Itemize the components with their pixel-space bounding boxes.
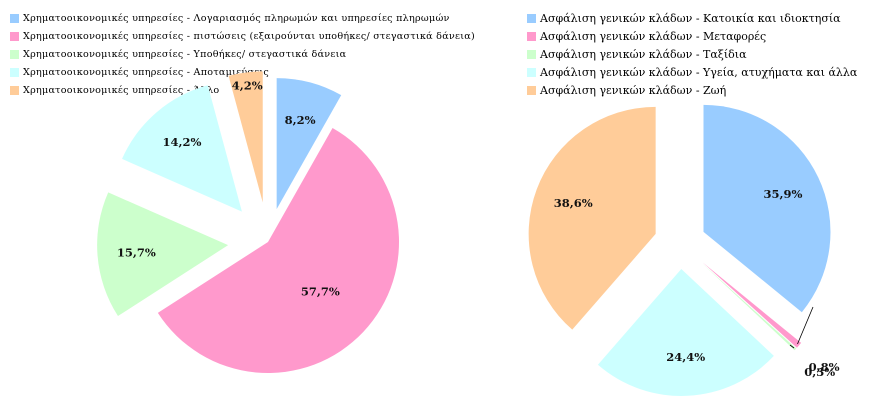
legend-label: Ασφάλιση γενικών κλάδων - Ζωή bbox=[540, 83, 727, 97]
legend-item: Χρηματοοικονομικές υπηρεσίες - Λογαριασμ… bbox=[10, 9, 475, 27]
legend-swatch bbox=[527, 31, 536, 41]
legend-label: Ασφάλιση γενικών κλάδων - Ταξίδια bbox=[540, 47, 747, 61]
legend-label: Χρηματοοικονομικές υπηρεσίες - Άλλο bbox=[23, 84, 220, 96]
legend-label: Χρηματοοικονομικές υπηρεσίες - πιστώσεις… bbox=[23, 30, 475, 42]
legend-item: Ασφάλιση γενικών κλάδων - Ζωή bbox=[527, 81, 857, 99]
pie-slice bbox=[276, 78, 342, 210]
legend-swatch bbox=[527, 85, 536, 95]
pie-slice bbox=[597, 268, 774, 396]
pie-chart-financial-services: 8,2% 57,7% 15,7% 14,2% 4,2% bbox=[97, 71, 400, 374]
legend-general-insurance: Ασφάλιση γενικών κλάδων - Κατοικία και ι… bbox=[527, 9, 857, 99]
legend-item: Ασφάλιση γενικών κλάδων - Ταξίδια bbox=[527, 45, 857, 63]
legend-label: Χρηματοοικονομικές υπηρεσίες - Λογαριασμ… bbox=[23, 12, 450, 24]
legend-label: Ασφάλιση γενικών κλάδων - Κατοικία και ι… bbox=[540, 11, 841, 25]
data-label: 24,4% bbox=[666, 350, 705, 364]
legend-item: Χρηματοοικονομικές υπηρεσίες - Άλλο bbox=[10, 81, 475, 99]
pie-chart-general-insurance: 35,9% 0,8%0,3% 24,4% 38,6% bbox=[528, 104, 840, 396]
legend-label: Χρηματοοικονομικές υπηρεσίες - Υποθήκες/… bbox=[23, 48, 347, 60]
legend-item: Ασφάλιση γενικών κλάδων - Υγεία, ατυχήμα… bbox=[527, 63, 857, 81]
pie-slice bbox=[702, 263, 797, 351]
legend-swatch bbox=[10, 67, 19, 77]
legend-swatch bbox=[10, 31, 19, 41]
data-label: 38,6% bbox=[554, 196, 593, 210]
legend-item: Χρηματοοικονομικές υπηρεσίες - Υποθήκες/… bbox=[10, 45, 475, 63]
legend-financial-services: Χρηματοοικονομικές υπηρεσίες - Λογαριασμ… bbox=[10, 9, 475, 99]
legend-swatch bbox=[527, 49, 536, 59]
data-label: 8,2% bbox=[285, 113, 316, 127]
pie-slice bbox=[157, 128, 400, 374]
legend-label: Ασφάλιση γενικών κλάδων - Μεταφορές bbox=[540, 29, 767, 43]
pie-slice bbox=[122, 85, 242, 212]
pie-slice bbox=[528, 106, 656, 330]
legend-swatch bbox=[10, 49, 19, 59]
leader-line bbox=[789, 344, 795, 349]
data-label: 15,7% bbox=[117, 245, 156, 259]
pie-slice bbox=[97, 192, 229, 317]
pie-slice bbox=[228, 71, 263, 203]
legend-swatch bbox=[527, 13, 536, 23]
data-label: 4,2% bbox=[232, 78, 263, 92]
legend-item: Χρηματοοικονομικές υπηρεσίες - Αποταμιεύ… bbox=[10, 63, 475, 81]
legend-swatch bbox=[10, 85, 19, 95]
data-label: 35,9% bbox=[764, 187, 803, 201]
data-label: 0,8% bbox=[809, 360, 840, 374]
data-label: 57,7% bbox=[301, 285, 340, 299]
legend-label: Ασφάλιση γενικών κλάδων - Υγεία, ατυχήμα… bbox=[540, 65, 858, 79]
legend-swatch bbox=[527, 67, 536, 77]
pie-slice bbox=[703, 104, 831, 313]
legend-item: Χρηματοοικονομικές υπηρεσίες - πιστώσεις… bbox=[10, 27, 475, 45]
data-label: 0,3% bbox=[804, 365, 835, 379]
legend-item: Ασφάλιση γενικών κλάδων - Κατοικία και ι… bbox=[527, 9, 857, 27]
legend-label: Χρηματοοικονομικές υπηρεσίες - Αποταμιεύ… bbox=[23, 66, 270, 78]
legend-item: Ασφάλιση γενικών κλάδων - Μεταφορές bbox=[527, 27, 857, 45]
legend-swatch bbox=[10, 13, 19, 23]
data-label: 14,2% bbox=[163, 135, 202, 149]
pie-slice bbox=[702, 262, 802, 348]
leader-line bbox=[797, 306, 814, 345]
